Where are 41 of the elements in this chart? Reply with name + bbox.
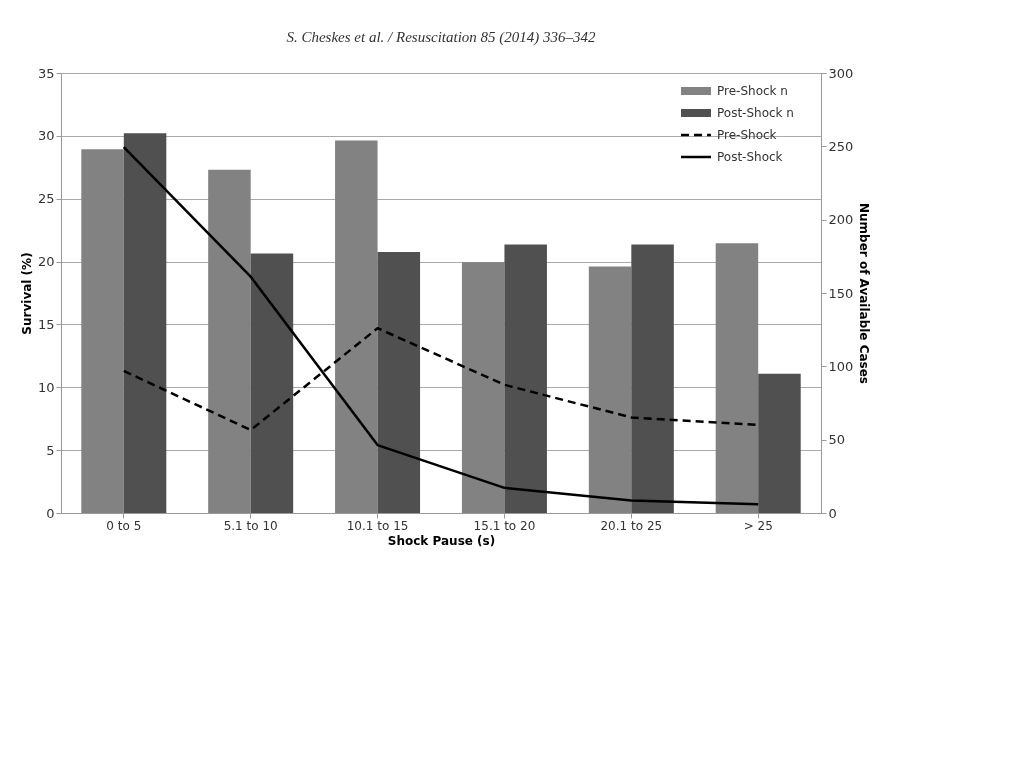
bar: [377, 251, 421, 513]
y-tick-label: 25: [37, 191, 55, 207]
x-tick-label: 0 to 5: [106, 518, 142, 533]
y2-tick-label: 150: [828, 285, 854, 301]
legend-label: Pre-Shock: [717, 128, 777, 142]
x-tick-label: 20.1 to 25: [600, 518, 663, 533]
bar: [123, 133, 167, 513]
y2-axis-title: Number of Available Cases: [857, 202, 872, 385]
bar: [250, 253, 294, 513]
y2-tick-label: 250: [828, 138, 854, 154]
y-tick-label: 5: [46, 442, 55, 458]
legend-label: Pre-Shock n: [717, 84, 788, 98]
y-tick-label: 0: [46, 505, 55, 521]
legend-label: Post-Shock: [717, 150, 783, 164]
y-tick-label: 35: [37, 65, 55, 81]
x-tick-label: 5.1 to 10: [223, 518, 278, 533]
bar: [715, 243, 759, 513]
y2-tick-label: 0: [828, 505, 837, 521]
bar: [208, 169, 251, 513]
legend-label: Post-Shock n: [717, 106, 794, 120]
bar: [504, 244, 547, 513]
y2-tick-label: 300: [828, 65, 854, 81]
y2-tick-label: 200: [828, 212, 854, 228]
chart-title: S. Cheskes et al. / Resuscitation 85 (2014) 336–342: [286, 29, 597, 46]
bar: [758, 373, 801, 513]
y-tick-label: 15: [37, 316, 55, 332]
x-tick-label: > 25: [743, 518, 773, 533]
bar: [335, 140, 378, 513]
y-tick-label: 20: [37, 254, 55, 270]
x-axis-title: Shock Pause (s): [387, 533, 496, 548]
bar: [461, 262, 505, 513]
y-tick-label: 30: [37, 128, 55, 144]
y2-tick-label: 100: [828, 358, 854, 374]
x-tick-label: 15.1 to 20: [473, 518, 536, 533]
x-tick-label: 10.1 to 15: [346, 518, 409, 533]
bar: [588, 266, 632, 513]
y-tick-label: 10: [37, 379, 55, 395]
y-axis-title: Survival (%): [19, 252, 34, 335]
bar: [631, 244, 674, 513]
y2-tick-label: 50: [828, 432, 846, 448]
bar: [81, 149, 124, 513]
